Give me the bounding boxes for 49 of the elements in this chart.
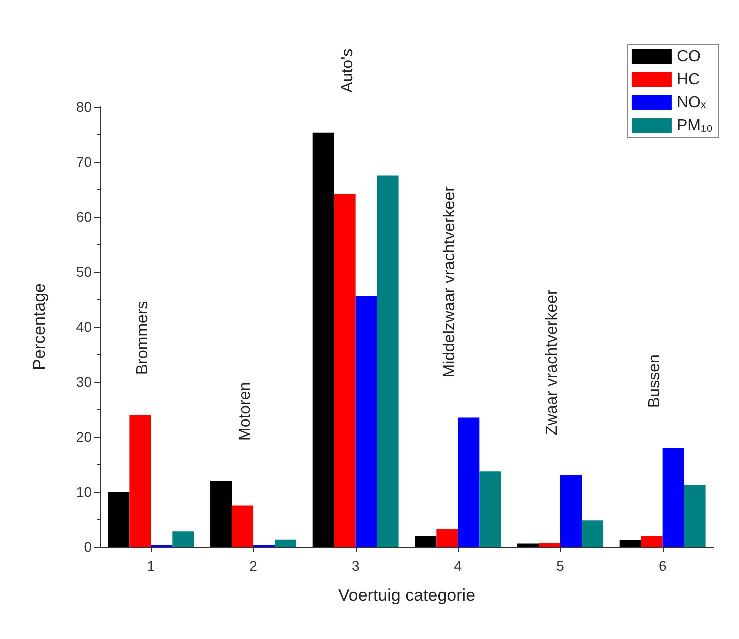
bar [539, 543, 560, 547]
x-tick-label: 2 [250, 558, 258, 574]
annotation: Motoren [237, 382, 254, 441]
bar [458, 418, 480, 547]
bar [172, 532, 194, 547]
x-axis-title: Voertuig categorie [338, 586, 476, 605]
bar [684, 485, 706, 547]
legend-label: NOₓ [676, 94, 707, 112]
bar [480, 472, 502, 547]
bar [415, 536, 437, 547]
bar [518, 544, 540, 547]
y-tick-label: 30 [76, 374, 92, 390]
text: Auto's [339, 48, 356, 93]
y-axis-title: Percentage [30, 284, 49, 370]
bar [232, 506, 254, 547]
bar [620, 540, 642, 547]
y-tick-label: 70 [76, 154, 92, 170]
x-tick-label: 4 [454, 558, 462, 574]
legend-label: CO [676, 48, 701, 66]
y-tick-label: 80 [76, 99, 92, 115]
x-tick-label: 5 [556, 558, 565, 574]
x-tick-label: 3 [352, 558, 360, 574]
y-tick-label: 0 [84, 539, 92, 555]
bar [662, 448, 684, 547]
bar [274, 540, 296, 547]
y-tick-label: 10 [76, 484, 92, 500]
bar [312, 132, 334, 547]
legend-label: PM₁₀ [676, 118, 714, 134]
annotation: Middelzwaar vrachtverkeer [442, 186, 459, 378]
y-tick-label: 60 [76, 209, 92, 225]
bar [641, 536, 663, 547]
bar [436, 529, 458, 547]
bar [108, 492, 130, 547]
legend-label: HC [676, 72, 700, 88]
bar [582, 520, 604, 547]
bar [130, 415, 152, 547]
annotation: Zwaar vrachtverkeer [544, 289, 561, 436]
annotation: Bussen [646, 354, 664, 408]
bar [210, 481, 232, 547]
bar [356, 296, 378, 547]
bar [377, 176, 399, 547]
annotation: Brommers [134, 301, 152, 375]
x-tick-label: 6 [658, 558, 667, 574]
y-tick-label: 40 [76, 319, 92, 335]
bar [560, 476, 582, 547]
bar [334, 194, 356, 547]
y-tick-label: 50 [76, 264, 92, 280]
x-tick-label: 1 [147, 558, 156, 574]
y-tick-label: 20 [76, 429, 92, 445]
